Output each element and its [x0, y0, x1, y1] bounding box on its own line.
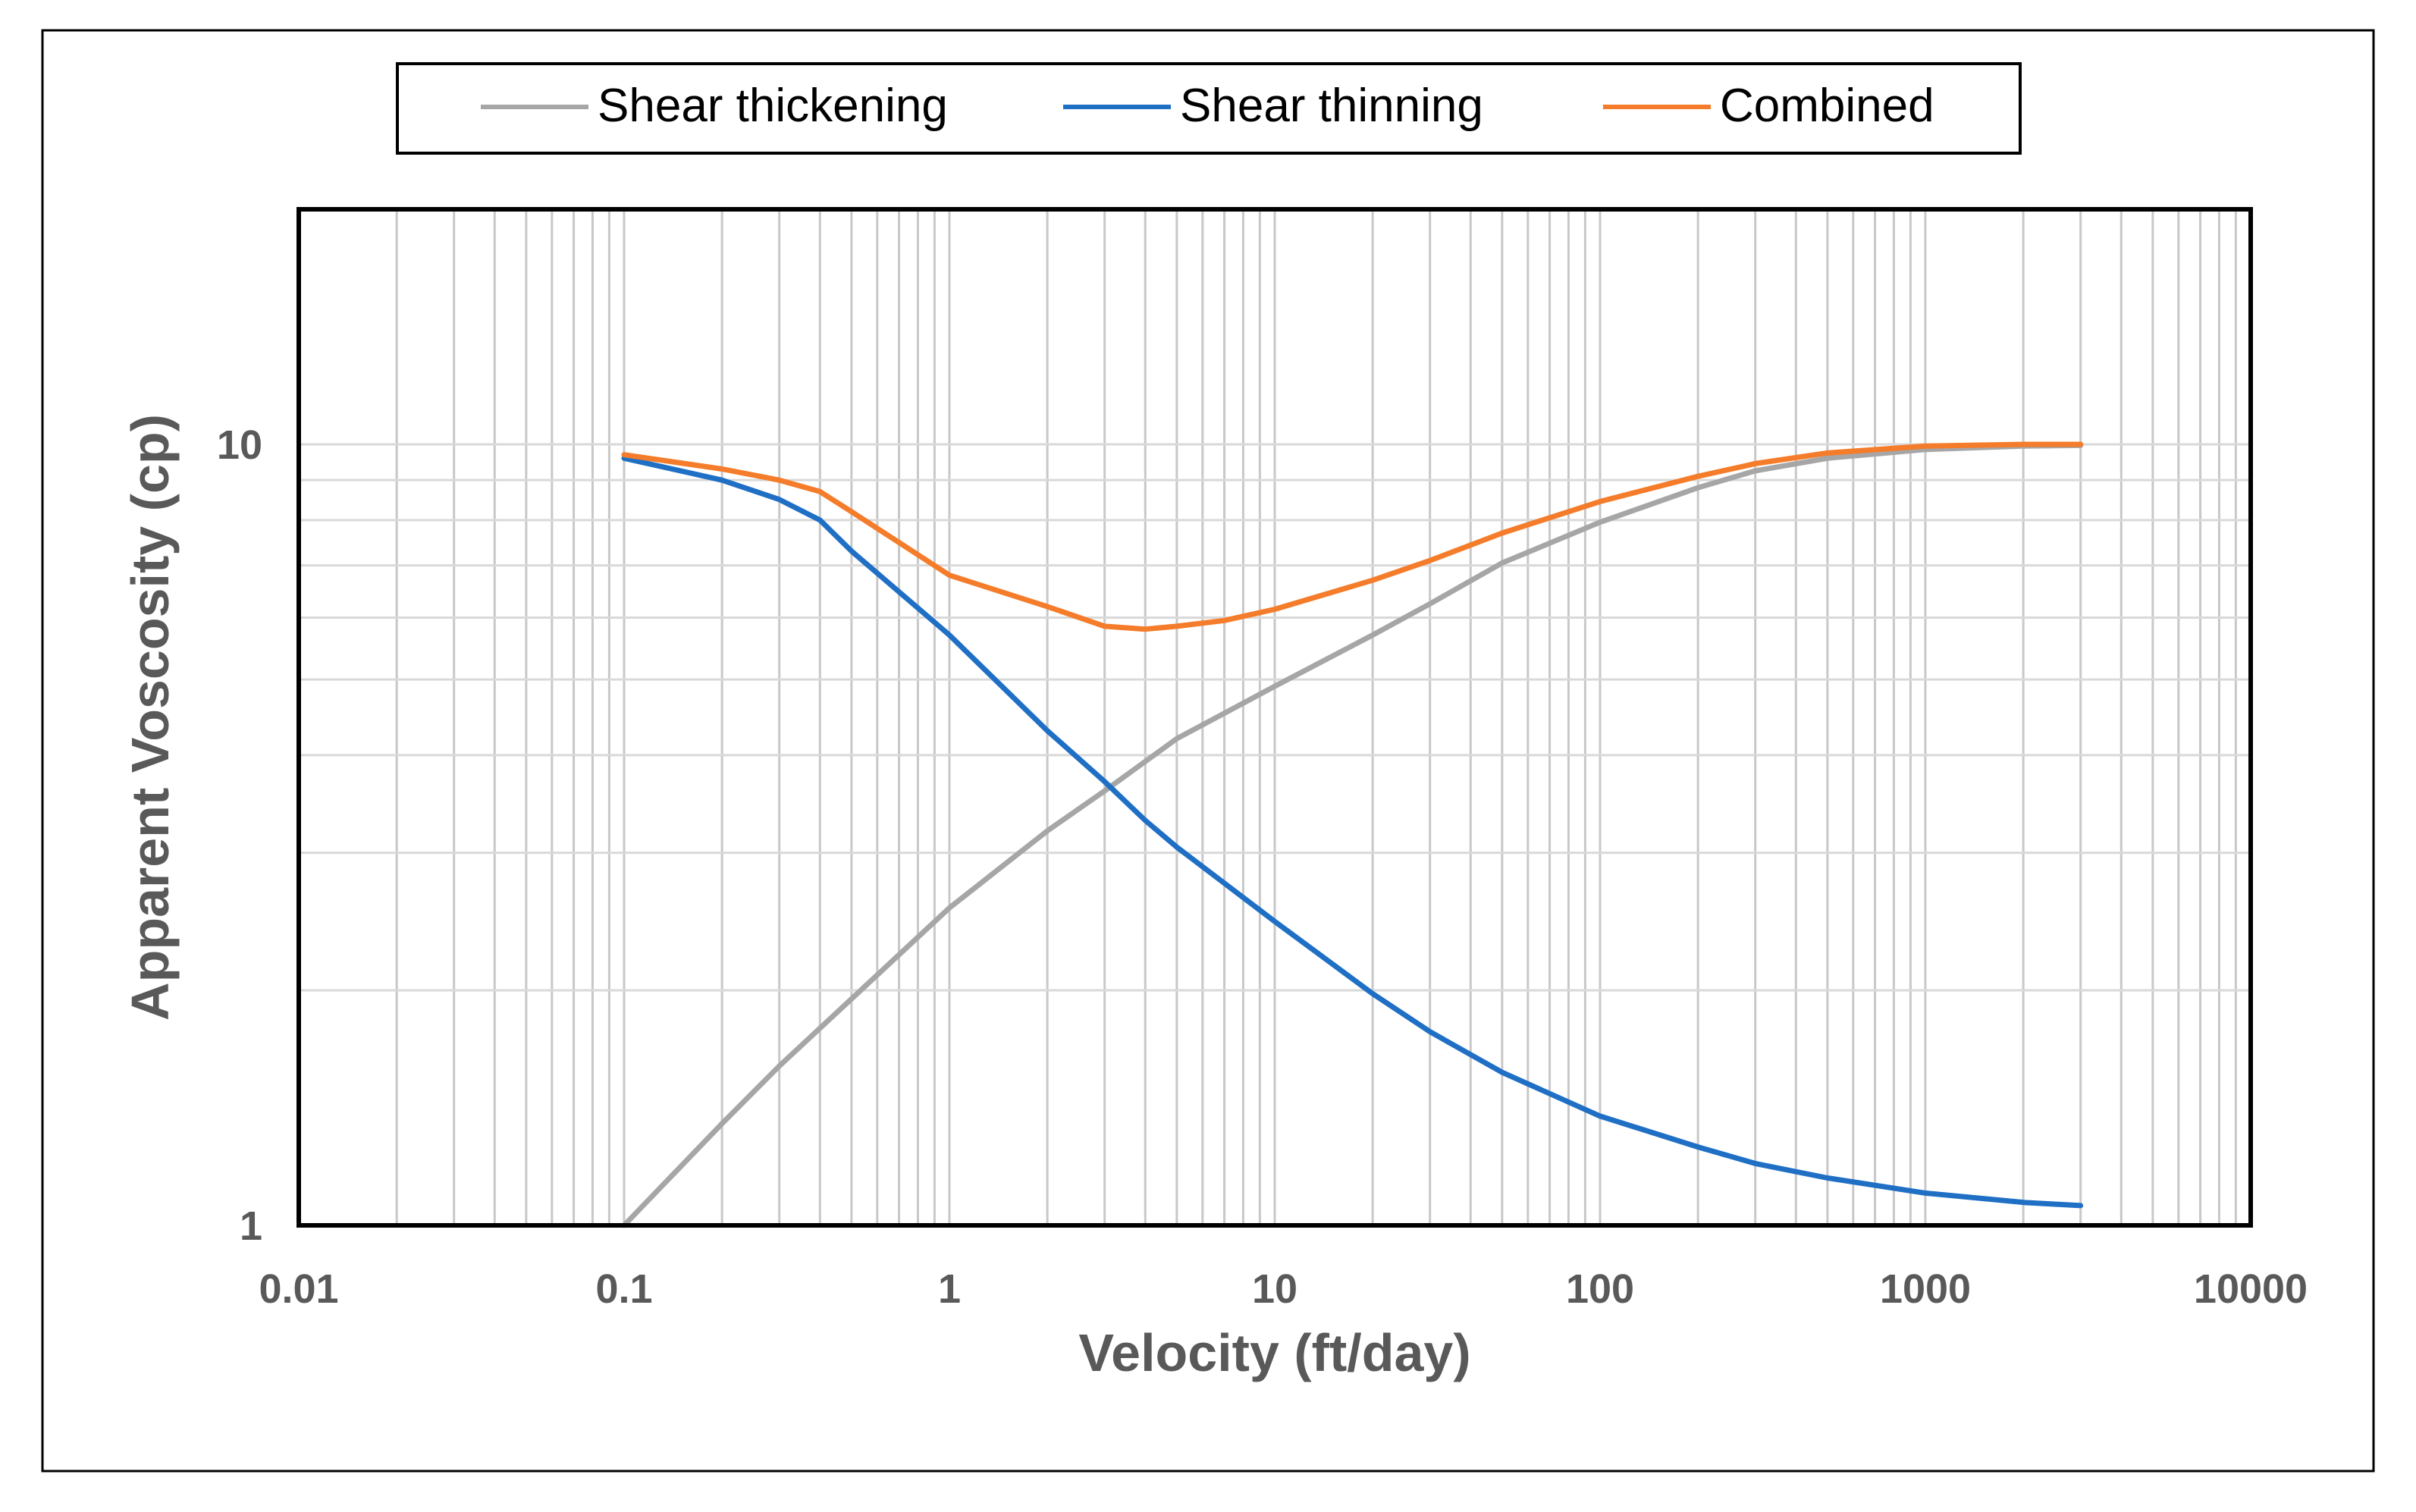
x-axis-label: Velocity (ft/day) — [1078, 1323, 1470, 1382]
x-tick-label: 100 — [1566, 1266, 1634, 1312]
series-line-shear-thinning — [621, 455, 2084, 1209]
y-tick-label: 1 — [240, 1203, 262, 1249]
legend-box — [396, 62, 2022, 155]
x-tick-label: 0.01 — [259, 1266, 338, 1312]
legend-label-shear-thickening: Shear thickening — [598, 80, 948, 132]
series-group — [621, 441, 2084, 1228]
series-line-combined — [621, 441, 2084, 632]
plot-area-border — [297, 207, 2253, 1228]
y-axis-label: Apparent Voscosity (cp) — [121, 414, 180, 1021]
y-axis-ticks: 1 10 — [217, 422, 262, 1249]
legend: Shear thickening Shear thinning Combined — [396, 62, 2022, 155]
x-tick-label: 1000 — [1880, 1266, 1971, 1312]
chart-frame — [41, 29, 2375, 1473]
legend-label-combined: Combined — [1720, 80, 1934, 132]
x-axis-ticks: 0.01 0.1 1 10 100 1000 10000 — [259, 1266, 2308, 1312]
x-tick-label: 1 — [938, 1266, 961, 1312]
series-line-shear-thickening — [621, 442, 2084, 1228]
y-tick-label: 10 — [217, 422, 262, 468]
x-tick-label: 10000 — [2194, 1266, 2308, 1312]
x-tick-label: 0.1 — [595, 1266, 652, 1312]
grid — [299, 209, 2251, 1225]
x-tick-label: 10 — [1252, 1266, 1297, 1312]
legend-label-shear-thinning: Shear thinning — [1180, 80, 1483, 132]
